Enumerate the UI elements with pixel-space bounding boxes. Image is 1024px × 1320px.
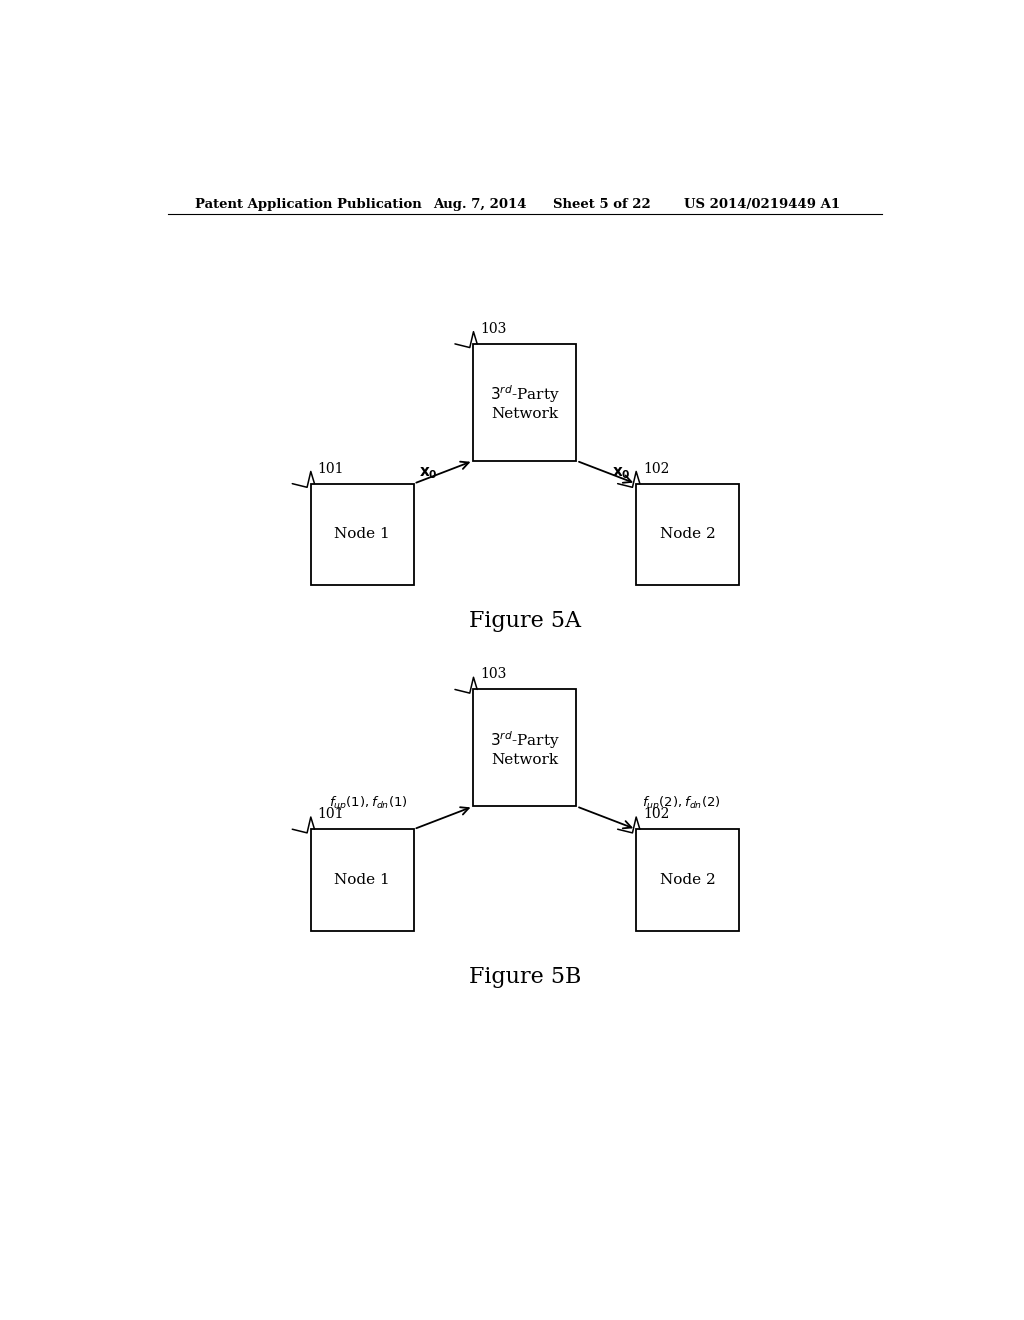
Text: 102: 102	[643, 807, 670, 821]
Text: $3^{rd}$-Party
Network: $3^{rd}$-Party Network	[489, 383, 560, 421]
Text: Node 1: Node 1	[334, 873, 390, 887]
Text: $f_{up}(1), f_{dn}(1)$: $f_{up}(1), f_{dn}(1)$	[329, 795, 408, 813]
Text: $\mathbf{x_0}$: $\mathbf{x_0}$	[419, 465, 438, 480]
Bar	[310, 829, 414, 931]
Bar	[473, 345, 577, 461]
Text: 101: 101	[317, 462, 344, 475]
Text: Aug. 7, 2014: Aug. 7, 2014	[433, 198, 527, 211]
Text: Sheet 5 of 22: Sheet 5 of 22	[553, 198, 650, 211]
Text: 102: 102	[643, 462, 670, 475]
Text: $\mathbf{x_0}$: $\mathbf{x_0}$	[612, 465, 631, 480]
Text: Figure 5B: Figure 5B	[469, 966, 581, 987]
Text: $f_{up}(2), f_{dn}(2)$: $f_{up}(2), f_{dn}(2)$	[642, 795, 721, 813]
Text: 103: 103	[480, 322, 507, 335]
Text: US 2014/0219449 A1: US 2014/0219449 A1	[684, 198, 840, 211]
Text: Node 2: Node 2	[659, 873, 716, 887]
Bar	[310, 483, 414, 585]
Text: $3^{rd}$-Party
Network: $3^{rd}$-Party Network	[489, 729, 560, 767]
Bar	[636, 483, 739, 585]
Text: Figure 5A: Figure 5A	[469, 610, 581, 632]
Text: 101: 101	[317, 807, 344, 821]
Text: Node 1: Node 1	[334, 528, 390, 541]
Bar	[636, 829, 739, 931]
Text: 103: 103	[480, 668, 507, 681]
Bar	[473, 689, 577, 807]
Text: Patent Application Publication: Patent Application Publication	[196, 198, 422, 211]
Text: Node 2: Node 2	[659, 528, 716, 541]
